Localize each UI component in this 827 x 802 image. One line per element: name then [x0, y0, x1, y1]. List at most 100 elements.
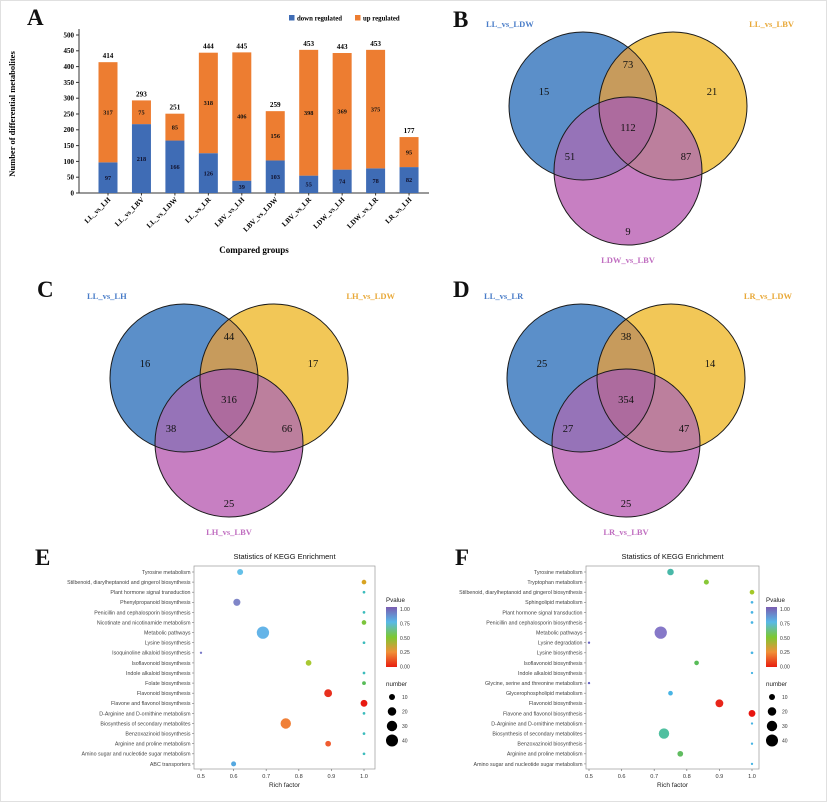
- x-axis-title: Rich factor: [269, 782, 301, 789]
- number-legend-dot: [385, 734, 399, 747]
- bar-value-up: 398: [304, 110, 313, 117]
- plot-frame: [193, 565, 376, 770]
- bar-segment-down: [399, 167, 419, 193]
- bar-total-label: 444: [203, 43, 214, 51]
- pathway-label: Penicillin and cephalosporin biosynthesi…: [486, 620, 583, 626]
- bar-total-label: 443: [337, 43, 348, 51]
- legend-swatch: [289, 15, 295, 21]
- venn-outline: [199, 303, 349, 453]
- bar-total-label: 177: [404, 127, 415, 135]
- pathway-dot: [362, 681, 366, 685]
- pathway-dot: [199, 651, 203, 654]
- number-legend-label: 30: [402, 724, 408, 730]
- pathway-dot: [715, 699, 724, 708]
- pathway-label: Benzoxazinoid biosynthesis: [517, 742, 582, 748]
- panel-label-f: F: [455, 545, 470, 570]
- bar-segment-down: [265, 160, 285, 193]
- panel-label-b: B: [453, 7, 469, 32]
- bar-segment-down: [366, 168, 386, 193]
- pathway-dot: [667, 568, 674, 576]
- x-tick-label: LL_vs_LDW: [145, 195, 180, 230]
- pathway-dot: [587, 641, 591, 644]
- number-legend-label: 20: [782, 710, 788, 716]
- y-tick-label: 500: [64, 31, 75, 39]
- bar-value-down: 126: [204, 170, 213, 177]
- number-legend-dot: [767, 707, 777, 716]
- bar-value-up: 317: [103, 109, 112, 116]
- bar-segment-up: [232, 52, 252, 181]
- bar-segment-up: [198, 52, 218, 154]
- venn-count-a: 16: [140, 359, 151, 370]
- number-legend-dot: [766, 720, 778, 732]
- pathway-label: Flavonoid biosynthesis: [529, 701, 583, 707]
- venn-count-c: 25: [224, 499, 235, 510]
- pathway-dot: [749, 589, 755, 595]
- venn-set-label-b: LL_vs_LBV: [749, 19, 795, 29]
- pathway-label: Isoflavonoid biosynthesis: [524, 661, 583, 667]
- pvalue-tick-label: 0.50: [780, 636, 790, 642]
- number-legend-label: 10: [402, 695, 408, 701]
- pathway-dot: [305, 660, 312, 666]
- venn-diagram-b: LL_vs_LDW LL_vs_LBV LDW_vs_LBV 15 21 9 73 51 87 1…: [486, 19, 795, 265]
- x-tick-label: LBV_vs_LH: [213, 195, 246, 228]
- bar-segment-up: [399, 137, 419, 168]
- y-tick-label: 450: [64, 47, 75, 55]
- venn-set-label-a: LL_vs_LH: [87, 291, 127, 301]
- pathway-label: Flavone and flavonol biosynthesis: [111, 701, 191, 707]
- venn-count-ac: 51: [565, 152, 576, 163]
- x-tick-label: 0.5: [585, 774, 593, 780]
- pathway-label: Flavonoid biosynthesis: [137, 691, 191, 697]
- pathway-label: Lysine biosynthesis: [537, 651, 583, 657]
- bar-value-down: 166: [170, 164, 179, 171]
- bar-segment-down: [98, 162, 118, 193]
- bar-total-label: 453: [303, 40, 314, 48]
- pvalue-tick-label: 1.00: [780, 607, 790, 613]
- x-tick-label: 0.5: [197, 774, 205, 780]
- y-tick-label: 350: [64, 79, 75, 87]
- venn-count-a: 25: [537, 359, 548, 370]
- bar-segment-down: [198, 153, 218, 193]
- pathway-label: Phenylpropanoid biosynthesis: [120, 600, 191, 606]
- x-tick-label: LL_vs_LR: [184, 195, 214, 225]
- bar-segment-up: [366, 49, 386, 169]
- y-tick-label: 0: [71, 189, 75, 197]
- venn-diagram-d: LL_vs_LR LR_vs_LDW LR_vs_LBV 25 14 25 38 27 47 35…: [484, 291, 793, 537]
- pvalue-gradient-bar: [766, 607, 777, 667]
- pathway-dot: [362, 671, 366, 675]
- venn-count-bc: 66: [282, 424, 293, 435]
- bar-value-down: 97: [105, 175, 111, 182]
- pathway-label: Isoflavonoid biosynthesis: [132, 661, 191, 667]
- pathway-dot: [362, 611, 366, 614]
- pathway-label: Isoquinoline alkaloid biosynthesis: [112, 651, 191, 657]
- pathway-dot: [654, 626, 667, 639]
- pathway-dot: [362, 752, 366, 756]
- x-tick-label: 0.9: [328, 774, 336, 780]
- kegg-dotplot-f: Statistics of KEGG Enrichment Tyrosine me…: [459, 552, 790, 789]
- pathway-dot: [677, 750, 684, 757]
- venn-set-label-b: LR_vs_LDW: [744, 291, 793, 301]
- y-tick-label: 50: [67, 174, 75, 182]
- venn-count-ac: 38: [166, 424, 177, 435]
- venn-outline: [596, 303, 746, 453]
- pathway-label: ABC transporters: [150, 762, 191, 768]
- pvalue-gradient-bar: [386, 607, 397, 667]
- bar-segment-up: [98, 62, 118, 163]
- bar-value-up: 406: [237, 114, 246, 121]
- pathway-label: Indole alkaloid biosynthesis: [126, 671, 191, 677]
- pvalue-tick-label: 0.25: [400, 650, 410, 656]
- pathway-label: Stilbenoid, diarylheptanoid and gingerol…: [67, 580, 191, 586]
- pathway-dot: [694, 660, 699, 666]
- chart-title: Statistics of KEGG Enrichment: [233, 552, 336, 561]
- venn-outline: [553, 96, 703, 246]
- pathway-label: Sphingolipid metabolism: [525, 600, 583, 606]
- pathway-dot: [361, 620, 367, 625]
- venn-outline: [598, 31, 748, 181]
- pvalue-tick-label: 0.50: [400, 636, 410, 642]
- y-tick-label: 250: [64, 110, 75, 118]
- bar-value-up: 75: [138, 109, 144, 116]
- bar-segment-down: [232, 180, 252, 193]
- x-tick-label: LL_vs_LH: [83, 195, 113, 225]
- legend-label: down regulated: [297, 15, 342, 22]
- number-legend-dot: [387, 707, 397, 716]
- pvalue-tick-label: 0.75: [780, 621, 790, 627]
